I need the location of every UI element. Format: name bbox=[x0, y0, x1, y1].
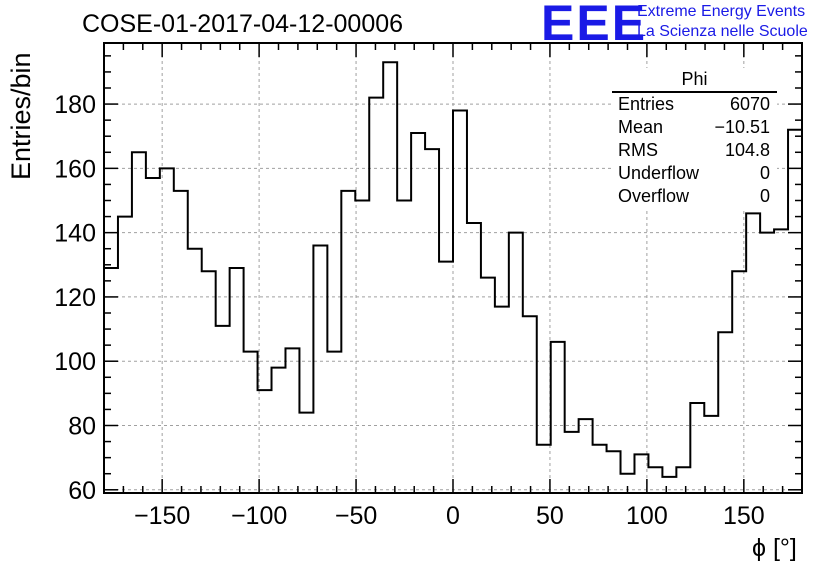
y-tick-label: 180 bbox=[54, 91, 96, 119]
histogram-bin bbox=[369, 98, 383, 493]
y-tick-label: 140 bbox=[54, 220, 96, 248]
histogram-bin bbox=[341, 191, 355, 493]
y-tick-label: 60 bbox=[68, 477, 96, 505]
histogram-bin bbox=[648, 467, 662, 493]
histogram-bin bbox=[411, 133, 425, 493]
histogram-bin bbox=[160, 168, 174, 493]
x-tick-label: 0 bbox=[446, 502, 460, 530]
histogram-bin bbox=[718, 332, 732, 493]
histogram-bin bbox=[523, 316, 537, 493]
histogram-bin bbox=[118, 217, 132, 493]
x-tick-label: −150 bbox=[134, 502, 190, 530]
histogram-bin bbox=[732, 271, 746, 493]
y-tick-label: 160 bbox=[54, 155, 96, 183]
histogram-bin bbox=[132, 152, 146, 493]
histogram-bin bbox=[495, 307, 509, 493]
histogram-bin bbox=[188, 249, 202, 493]
histogram-outline bbox=[104, 61, 802, 478]
logo-caption: Extreme Energy Events La Scienza nelle S… bbox=[637, 2, 808, 42]
histogram-bin bbox=[174, 191, 188, 493]
histogram-bin bbox=[258, 390, 272, 493]
histogram-bin bbox=[216, 326, 230, 493]
histogram-bin bbox=[146, 178, 160, 493]
logo-caption-line2: La Scienza nelle Scuole bbox=[637, 23, 808, 40]
tick-labels: −150 −100 −50 0 50 100 150 60 80 100 120 140 160 180 bbox=[54, 91, 764, 530]
stats-label: Mean bbox=[618, 117, 664, 137]
stats-value: 6070 bbox=[729, 94, 770, 114]
histogram-bin bbox=[383, 62, 397, 493]
stats-row-entries: Entries 6070 bbox=[612, 93, 777, 116]
histogram-bin bbox=[704, 416, 718, 493]
stats-value: 104.8 bbox=[724, 140, 770, 160]
histogram-bin bbox=[760, 233, 774, 493]
y-tick-label: 80 bbox=[68, 413, 96, 441]
stats-label: Entries bbox=[618, 94, 675, 114]
histogram-bin bbox=[327, 352, 341, 493]
axis-ticks bbox=[103, 43, 803, 493]
histogram-bin bbox=[690, 403, 704, 493]
histogram-bin bbox=[285, 348, 299, 493]
stats-label: Underflow bbox=[618, 163, 700, 183]
stats-box: Phi Entries 6070 Mean −10.51 RMS 104.8 U… bbox=[612, 68, 777, 208]
histogram-bin bbox=[453, 111, 467, 494]
histogram-bin bbox=[299, 413, 313, 493]
histogram-bin bbox=[397, 201, 411, 494]
histogram-bin bbox=[244, 352, 258, 493]
x-tick-label: 150 bbox=[723, 502, 765, 530]
stats-row-rms: RMS 104.8 bbox=[612, 139, 777, 162]
x-tick-label: −100 bbox=[231, 502, 287, 530]
x-tick-label: 100 bbox=[626, 502, 668, 530]
y-tick-label: 100 bbox=[54, 348, 96, 376]
histogram-bin bbox=[425, 149, 439, 493]
stats-row-underflow: Underflow 0 bbox=[612, 162, 777, 185]
histogram-bin bbox=[774, 229, 788, 493]
x-tick-label: 50 bbox=[536, 502, 564, 530]
chart-title: COSE-01-2017-04-12-00006 bbox=[82, 10, 404, 38]
x-tick-label: −50 bbox=[335, 502, 377, 530]
stats-value: 0 bbox=[759, 186, 770, 206]
histogram-bin bbox=[439, 262, 453, 493]
histogram-bin bbox=[676, 467, 690, 493]
histogram-bin bbox=[551, 342, 565, 493]
stats-row-overflow: Overflow 0 bbox=[612, 185, 777, 208]
eee-logo: EEE bbox=[541, 0, 648, 51]
histogram-bin bbox=[467, 223, 481, 493]
stats-value: −10.51 bbox=[714, 117, 770, 137]
x-axis-label: ϕ [°] bbox=[752, 534, 797, 562]
histogram-bin bbox=[481, 278, 495, 493]
stats-label: RMS bbox=[618, 140, 658, 160]
histogram-bin bbox=[565, 432, 579, 493]
stats-title: Phi bbox=[612, 68, 777, 93]
histogram-bin bbox=[313, 246, 327, 494]
y-axis-label: Entries/bin bbox=[6, 52, 36, 180]
histogram-bin bbox=[579, 419, 593, 493]
histogram-bin bbox=[230, 268, 244, 493]
histogram-bin bbox=[202, 271, 216, 493]
histogram-bin bbox=[593, 445, 607, 493]
histogram-bin bbox=[355, 201, 369, 494]
y-tick-label: 120 bbox=[54, 284, 96, 312]
histogram-bin bbox=[662, 477, 676, 493]
logo-caption-line1: Extreme Energy Events bbox=[637, 3, 806, 20]
histogram-steps bbox=[104, 61, 802, 494]
histogram-bin bbox=[509, 233, 523, 493]
stats-row-mean: Mean −10.51 bbox=[612, 116, 777, 139]
stats-label: Overflow bbox=[618, 186, 690, 206]
stats-value: 0 bbox=[759, 163, 770, 183]
histogram-bin bbox=[272, 368, 286, 493]
histogram-bin bbox=[746, 213, 760, 493]
histogram-bin bbox=[104, 268, 118, 493]
histogram-bin bbox=[537, 445, 551, 493]
